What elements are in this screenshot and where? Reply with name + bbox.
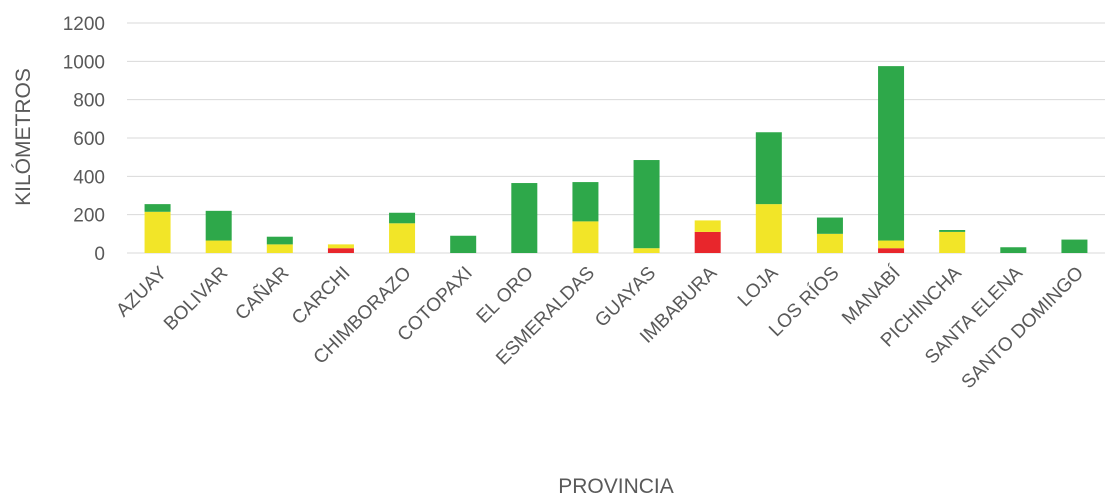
y-tick-label: 800	[73, 91, 105, 112]
bar-segment	[450, 235, 477, 253]
bar-segment	[389, 223, 416, 253]
bar-segment	[572, 182, 599, 222]
bar-segment	[266, 236, 293, 245]
bar-segment	[878, 248, 905, 253]
bar-segment	[694, 231, 721, 253]
x-tick-label: AZUAY	[112, 262, 171, 321]
bar-segment	[266, 244, 293, 253]
bar-segment	[878, 66, 905, 241]
bar-segment	[755, 204, 782, 253]
y-tick-label: 600	[73, 129, 105, 150]
bar-segment	[205, 240, 232, 253]
y-tick-labels: 0 200 400 600 800 1000 1200	[63, 14, 105, 265]
x-tick-label: BOLIVAR	[160, 263, 232, 335]
bar-segment	[633, 248, 660, 253]
bar-segment	[755, 132, 782, 205]
bar-segment	[572, 221, 599, 253]
gridlines	[127, 22, 1105, 254]
bar-segment	[144, 211, 171, 253]
bar-segment	[939, 230, 966, 232]
x-tick-label: LOJA	[734, 262, 783, 311]
bar-segment	[327, 244, 354, 249]
x-tick-label: SANTO DOMINGO	[958, 263, 1088, 393]
bar-segment	[816, 233, 843, 253]
bar-segment	[144, 204, 171, 212]
y-tick-label: 1200	[63, 14, 105, 35]
y-tick-label: 1000	[63, 52, 105, 73]
y-tick-label: 200	[73, 206, 105, 227]
bar-segment	[1061, 239, 1088, 253]
y-axis-title: KILÓMETROS	[12, 68, 35, 206]
bar-segment	[633, 160, 660, 249]
bar-segment	[816, 217, 843, 234]
bar-segment	[205, 210, 232, 241]
bar-segment	[694, 220, 721, 232]
bar-segment	[878, 240, 905, 249]
bar-segment	[327, 248, 354, 253]
y-tick-label: 0	[94, 244, 105, 265]
x-axis-title: PROVINCIA	[558, 475, 674, 498]
bars	[144, 66, 1088, 253]
bar-segment	[389, 212, 416, 224]
bar-segment	[511, 183, 538, 253]
bar-segment	[939, 231, 966, 253]
bar-segment	[1000, 247, 1027, 253]
y-tick-label: 400	[73, 167, 105, 188]
x-tick-label: CAÑAR	[231, 262, 294, 325]
